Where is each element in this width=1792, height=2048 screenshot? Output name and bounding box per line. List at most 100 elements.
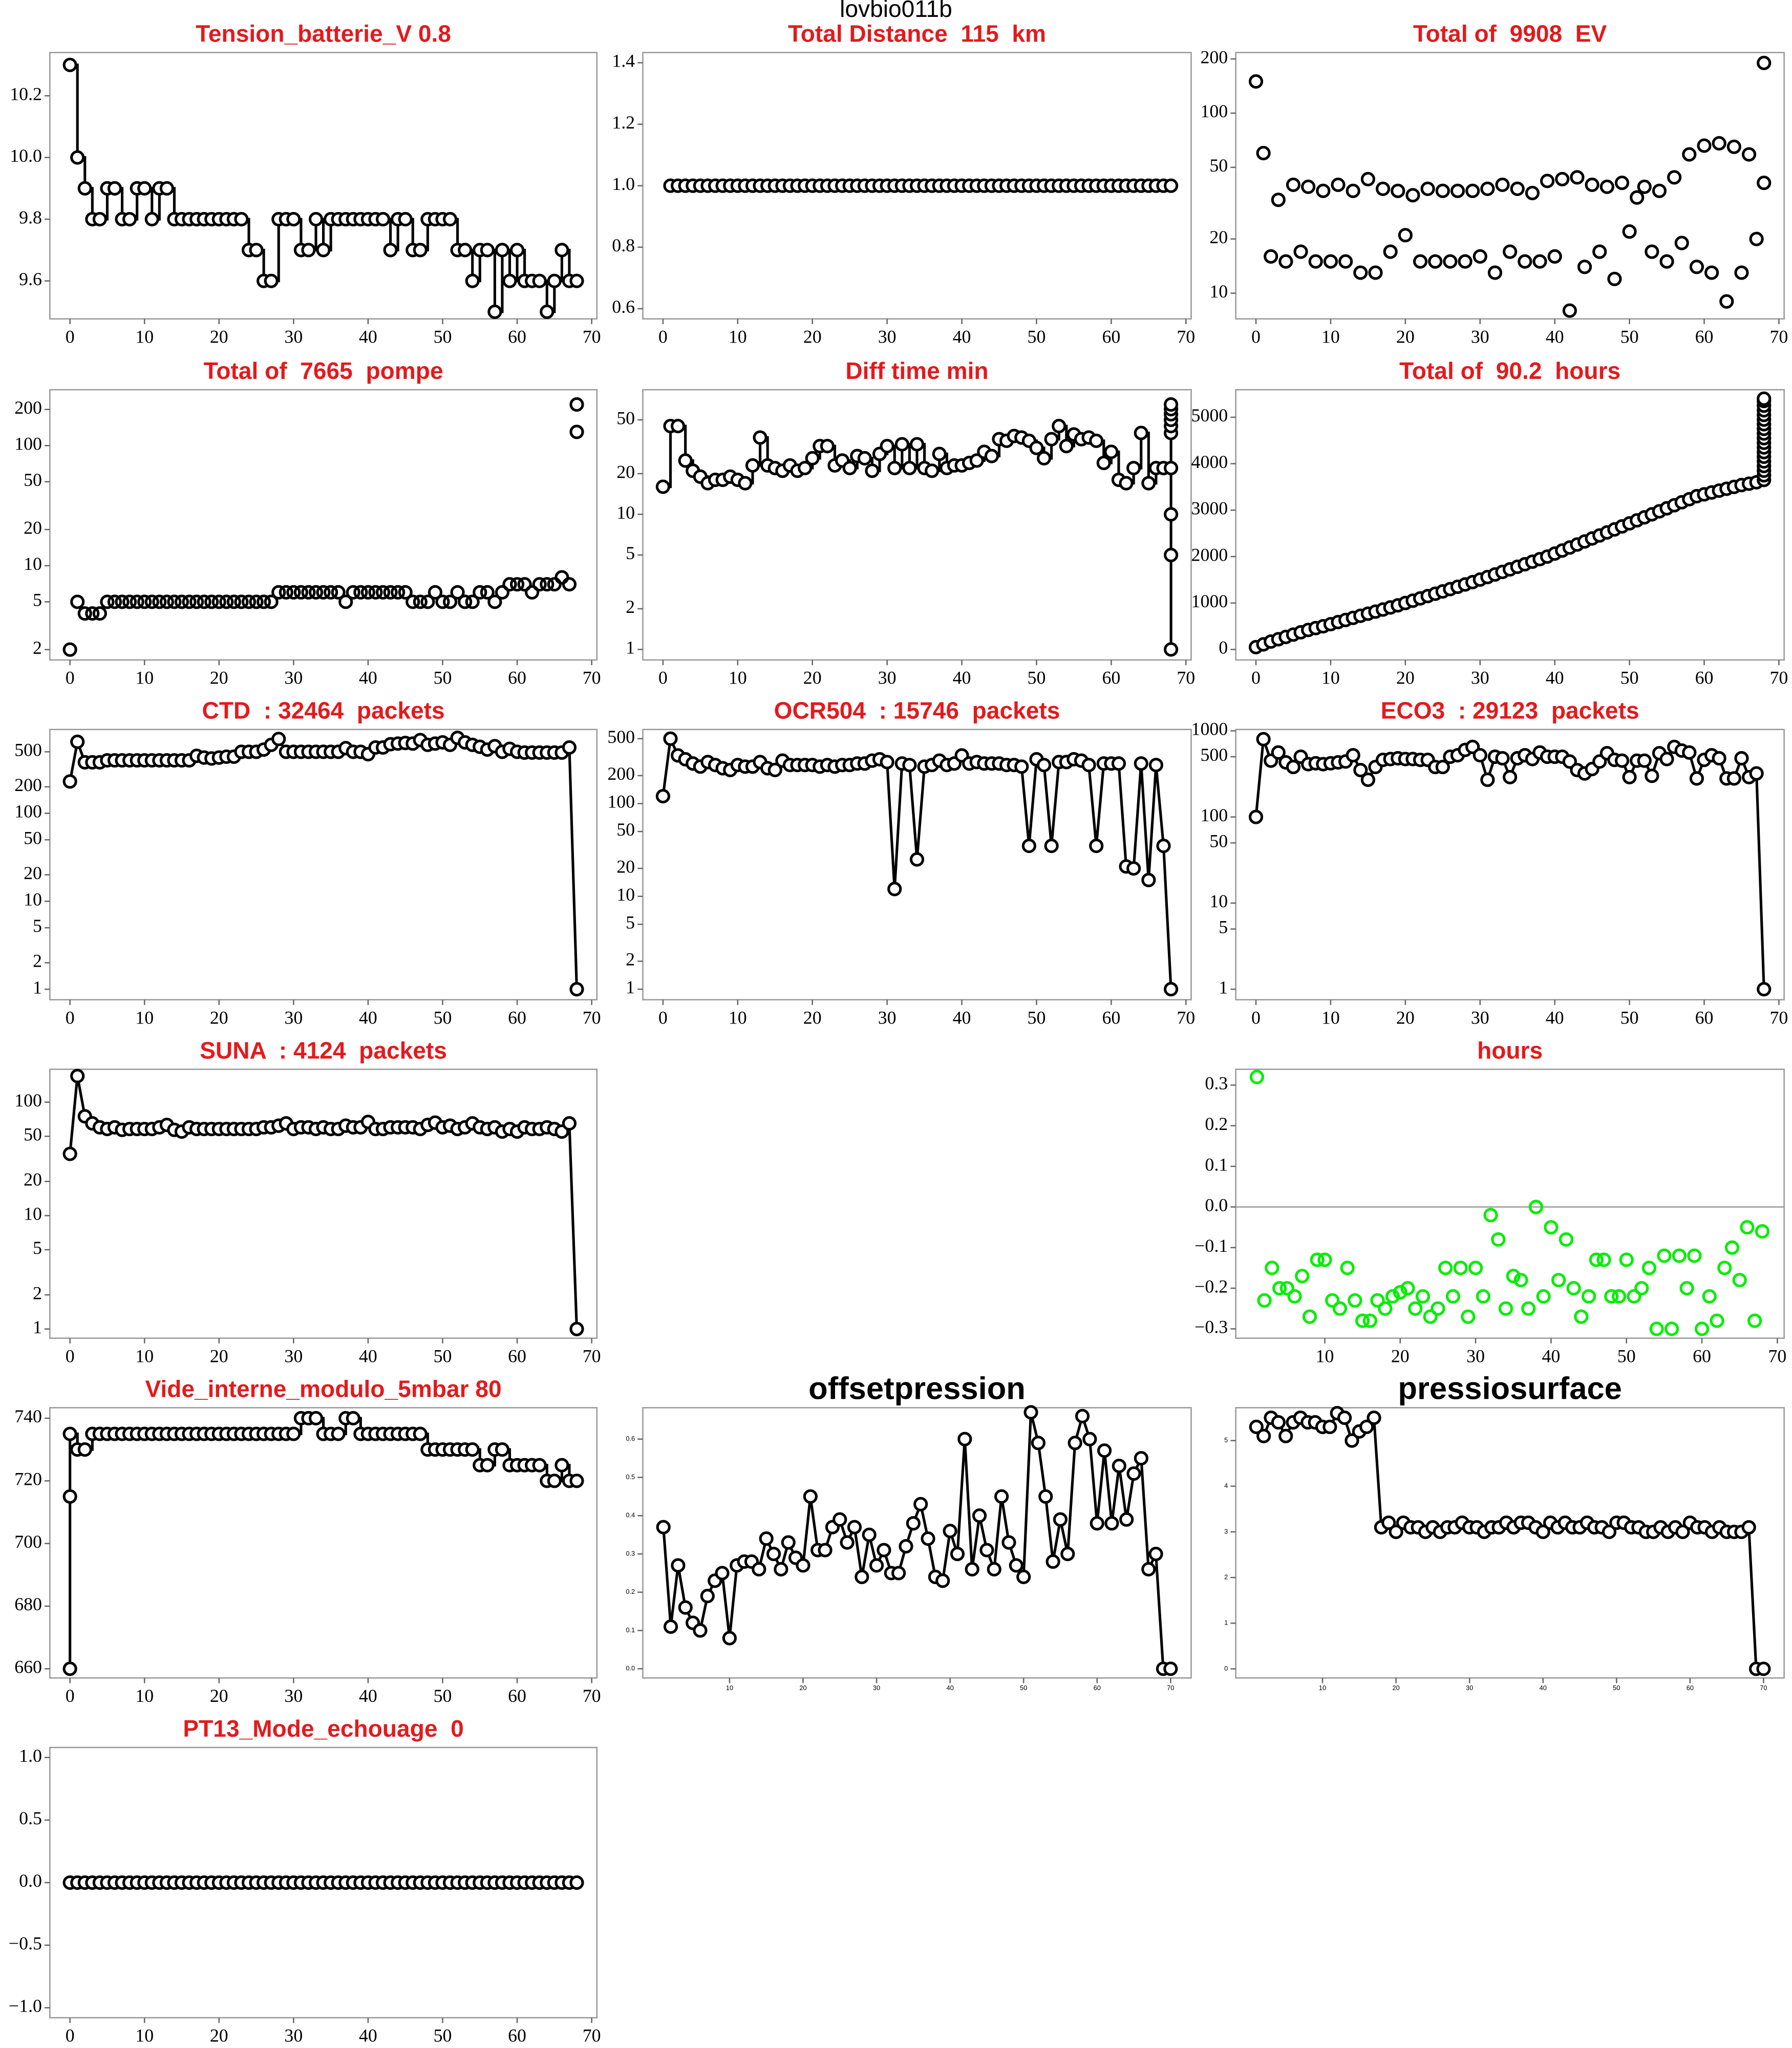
data-point xyxy=(375,585,391,600)
data-point xyxy=(1413,254,1428,269)
data-point xyxy=(1659,254,1674,269)
plot-frame xyxy=(49,52,598,320)
data-point xyxy=(1749,231,1764,246)
y-tick-label: 2 xyxy=(626,596,635,617)
data-point xyxy=(722,1631,737,1646)
x-tick-label: 10 xyxy=(1316,1346,1334,1366)
y-tick-label: 20 xyxy=(24,517,42,538)
y-tick-label: 10 xyxy=(616,884,635,905)
data-point xyxy=(547,1474,562,1488)
x-tick-label: 30 xyxy=(284,1686,303,1706)
x-tick-label: 60 xyxy=(1695,1007,1714,1028)
data-point xyxy=(1119,476,1134,490)
y-tick-label: 2 xyxy=(33,951,42,971)
x-tick-label: 50 xyxy=(1620,326,1639,347)
y-tick-label: 100 xyxy=(607,792,635,812)
y-tick-label: 200 xyxy=(14,775,42,795)
data-point xyxy=(1614,176,1630,190)
data-point xyxy=(293,585,309,600)
data-point xyxy=(100,594,115,609)
data-point xyxy=(1495,177,1510,193)
data-point xyxy=(1570,170,1585,185)
data-point xyxy=(1141,872,1156,887)
y-tick-label: 20 xyxy=(1209,227,1228,247)
y-tick-label: 1000 xyxy=(1191,591,1228,611)
x-tick-label: 70 xyxy=(583,326,601,347)
x-tick-label: 40 xyxy=(359,2025,377,2046)
y-tick-label: 0.8 xyxy=(612,235,635,255)
plot-frame xyxy=(1235,1407,1785,1679)
y-tick-label: 2 xyxy=(33,637,42,658)
x-tick-label: 10 xyxy=(1321,326,1340,347)
x-tick-label: 70 xyxy=(583,1007,601,1028)
y-tick-label: 1 xyxy=(1224,1619,1228,1627)
y-tick-label: 0 xyxy=(1219,637,1228,658)
data-point xyxy=(159,594,174,609)
data-point xyxy=(554,1458,569,1473)
data-point xyxy=(122,212,137,227)
data-point xyxy=(1119,1512,1134,1527)
data-point xyxy=(1383,244,1398,259)
data-point xyxy=(935,1573,950,1588)
data-point xyxy=(62,642,77,657)
data-point xyxy=(1317,1252,1332,1267)
data-point xyxy=(540,577,554,592)
data-point xyxy=(1257,1293,1272,1308)
data-point xyxy=(383,585,398,600)
data-point xyxy=(1672,1248,1687,1263)
data-point xyxy=(1652,183,1667,198)
x-tick-label: 20 xyxy=(210,326,228,347)
data-point xyxy=(1596,1252,1611,1267)
chart-title: ECO3 : 29123 packets xyxy=(1381,697,1639,724)
data-point xyxy=(670,419,686,434)
x-tick-label: 20 xyxy=(210,2025,228,2046)
x-tick-label: 40 xyxy=(359,1346,377,1366)
x-tick-label: 0 xyxy=(66,1346,75,1366)
y-tick-label: 500 xyxy=(1200,744,1228,765)
data-point xyxy=(1001,1535,1016,1550)
data-point xyxy=(1021,839,1036,854)
data-point xyxy=(1559,1232,1573,1247)
data-point xyxy=(1256,732,1271,746)
x-tick-label: 50 xyxy=(434,2025,452,2046)
data-point xyxy=(869,1558,884,1573)
x-tick-label: 70 xyxy=(1769,326,1788,347)
data-point xyxy=(1521,1301,1536,1316)
data-point xyxy=(1458,254,1473,269)
x-tick-label: 30 xyxy=(284,1007,303,1028)
x-tick-label: 60 xyxy=(1693,1346,1711,1366)
data-point xyxy=(398,585,413,600)
x-tick-label: 30 xyxy=(1471,1007,1489,1028)
data-point xyxy=(1053,1512,1068,1527)
data-point xyxy=(715,1566,730,1581)
data-point xyxy=(532,1458,547,1473)
data-point xyxy=(562,1116,577,1131)
x-tick-label: 60 xyxy=(1102,668,1120,688)
x-tick-label: 40 xyxy=(1542,1346,1560,1366)
data-point xyxy=(1602,1524,1617,1540)
data-point xyxy=(1278,254,1293,269)
x-tick-label: 30 xyxy=(284,326,303,347)
y-tick-label: 740 xyxy=(14,1406,42,1426)
data-point xyxy=(847,1520,862,1534)
data-point xyxy=(1111,756,1126,771)
data-point xyxy=(1126,1466,1141,1481)
data-point xyxy=(1480,181,1495,196)
data-point xyxy=(182,594,197,609)
data-point xyxy=(316,585,331,600)
data-point xyxy=(502,577,517,592)
data-point xyxy=(1044,432,1059,446)
data-point xyxy=(906,1516,921,1531)
x-tick-label: 10 xyxy=(1321,668,1340,688)
x-tick-label: 30 xyxy=(284,1346,303,1366)
data-point xyxy=(894,437,909,452)
data-point xyxy=(450,585,465,600)
data-point xyxy=(1518,254,1532,269)
data-point xyxy=(1741,147,1757,162)
data-point xyxy=(554,243,569,258)
data-point xyxy=(1622,770,1637,784)
data-point xyxy=(495,585,510,600)
y-tick-label: 50 xyxy=(24,470,42,490)
data-point xyxy=(877,1543,891,1558)
data-point xyxy=(375,212,391,227)
